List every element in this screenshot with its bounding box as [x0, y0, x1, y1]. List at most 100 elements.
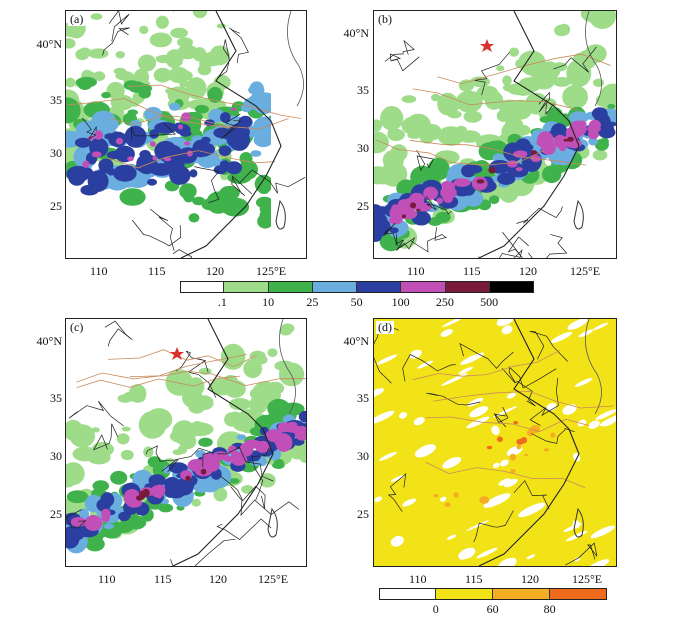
frequency-low-patch [483, 493, 511, 508]
precip-dark-blue-blob [298, 410, 306, 423]
province-border [175, 350, 207, 372]
precip-green-blob [282, 402, 305, 416]
precip-light-green-blob [186, 77, 207, 100]
colorbar-tick-label: 80 [543, 602, 556, 616]
river-line [412, 349, 561, 381]
province-border [538, 91, 555, 116]
province-border [501, 367, 536, 407]
precip-green-blob [207, 86, 223, 103]
precip-green-blob [188, 213, 200, 223]
province-border [82, 117, 97, 140]
precip-light-blue-blob [169, 102, 181, 111]
precip-dark-blue-blob [113, 164, 137, 182]
frequency-red-blob [513, 421, 518, 425]
precip-light-blue-blob [144, 106, 163, 122]
frequency-low-patch [546, 402, 557, 412]
frequency-low-patch [496, 319, 515, 327]
precip-dark-blue-blob [148, 474, 166, 487]
precip-green-blob [194, 104, 209, 114]
panel-a-label: (a) [68, 12, 86, 26]
precip-light-green-blob [592, 149, 608, 161]
frequency-orange-blob [479, 496, 490, 504]
precip-light-blue-blob [253, 133, 274, 148]
frequency-orange-blob [524, 453, 529, 457]
panel-a-precip-field [66, 11, 306, 258]
lat-tick-d-40: 40°N [343, 334, 369, 348]
precip-light-green-blob [562, 84, 588, 110]
frequency-low-patch [567, 319, 588, 330]
precip-magenta-blob [115, 137, 124, 145]
precip-green-blob [228, 478, 240, 484]
frequency-low-patch [414, 444, 436, 458]
frequency-low-patch [500, 459, 509, 467]
precip-light-green-blob [229, 398, 251, 411]
precip-light-green-blob [145, 408, 173, 431]
province-border [220, 113, 242, 140]
precip-magenta-blob [187, 150, 193, 157]
precip-light-green-blob [228, 411, 243, 425]
precip-magenta-blob [515, 167, 523, 172]
precip-light-green-blob [137, 54, 157, 72]
colorbar-segment [357, 281, 402, 293]
precip-maroon-blob [476, 179, 485, 184]
precip-green-blob [66, 490, 89, 504]
lat-tick-b-25: 25 [357, 199, 369, 213]
taiwan-outline [573, 199, 584, 230]
panel-d-map: (d) [373, 318, 617, 567]
frequency-low-patch [503, 478, 518, 488]
lat-tick-a-25: 25 [50, 199, 62, 213]
frequency-low-patch [374, 410, 395, 424]
precip-magenta-blob [91, 151, 102, 158]
frequency-low-patch [493, 462, 500, 469]
panel-d-label: (d) [376, 320, 394, 334]
panel-d-frequency-field [374, 319, 616, 566]
precip-light-green-blob [155, 15, 169, 29]
precip-magenta-blob [240, 457, 248, 462]
precip-light-blue-blob [568, 111, 589, 124]
precip-light-green-blob [201, 51, 223, 67]
precip-magenta-blob [84, 515, 103, 531]
precip-green-blob [257, 213, 274, 229]
lon-tick-c-110: 110 [98, 572, 116, 586]
precip-light-green-blob [236, 409, 260, 434]
precip-maroon-blob [488, 166, 496, 174]
river-line [409, 139, 587, 166]
precip-magenta-blob [294, 425, 306, 441]
precip-light-green-blob [538, 61, 561, 80]
precip-magenta-blob [436, 197, 444, 204]
frequency-orange-blob [444, 502, 451, 507]
precip-green-blob [600, 137, 609, 146]
frequency-low-patch [409, 349, 422, 359]
precip-magenta-blob [201, 452, 216, 469]
precip-maroon-blob [416, 208, 421, 212]
frequency-low-patch [440, 329, 453, 337]
precip-light-green-blob [121, 426, 131, 432]
colorbar-tick-label: 25 [306, 295, 319, 309]
lon-tick-c-115: 115 [154, 572, 172, 586]
province-border [231, 175, 253, 196]
frequency-low-patch [390, 535, 404, 547]
province-border [66, 509, 87, 529]
precip-light-green-blob [387, 127, 397, 137]
frequency-low-patch [563, 523, 582, 533]
taiwan-outline [573, 507, 584, 538]
precip-light-green-blob [90, 13, 103, 20]
province-border [531, 428, 575, 444]
frequency-orange-blob [433, 494, 439, 498]
panel-c-map: (c) [65, 318, 307, 567]
precip-magenta-blob [184, 141, 191, 146]
precip-magenta-blob [277, 422, 291, 433]
river-line [76, 375, 241, 388]
precip-maroon-blob [401, 214, 406, 219]
province-border [93, 423, 119, 451]
coastline [478, 319, 580, 566]
frequency-low-patch [374, 496, 382, 503]
frequency-low-patch [467, 397, 484, 407]
taiwan-outline [267, 507, 278, 538]
precip-magenta-blob [127, 156, 134, 162]
precip-light-green-blob [258, 389, 272, 398]
frequency-low-patch [506, 392, 516, 399]
precip-light-green-blob [139, 25, 149, 35]
frequency-low-patch [518, 502, 546, 518]
precip-dark-blue-blob [228, 129, 250, 151]
